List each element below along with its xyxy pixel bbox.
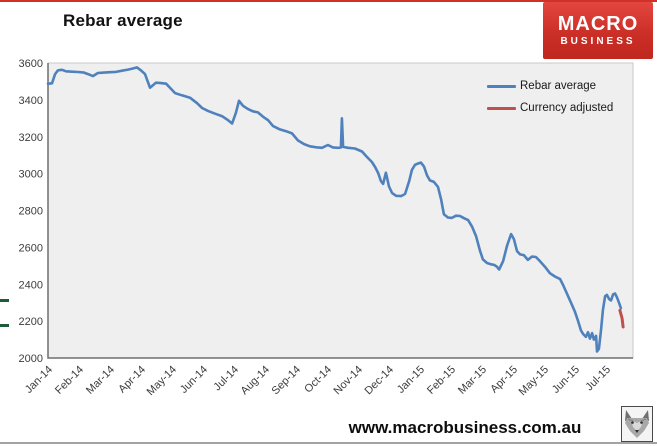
x-axis-tick-label: Jul-15: [583, 364, 613, 394]
x-axis-tick-label: Dec-14: [363, 364, 397, 398]
left-edge-green-tick-upper: [0, 299, 9, 302]
chart-legend: Rebar average Currency adjusted: [487, 80, 613, 114]
legend-entry: Currency adjusted: [487, 102, 613, 114]
axis-lines: [47, 63, 633, 359]
left-edge-green-tick-lower: [0, 324, 9, 327]
x-axis-tick-label: Feb-15: [425, 364, 458, 397]
x-axis-tick-label: Jan-15: [395, 364, 427, 396]
x-axis-tick-label: Mar-15: [456, 364, 489, 397]
x-axis-tick-label: Apr-15: [488, 364, 520, 396]
x-axis-tick-label: Feb-14: [53, 364, 86, 397]
x-axis-tick-label: May-14: [145, 364, 179, 398]
legend-label: Rebar average: [520, 80, 597, 92]
x-axis-tick-label: Aug-14: [239, 364, 273, 398]
x-axis-tick-label: Jun-14: [178, 364, 210, 396]
bottom-border-line: [0, 442, 657, 444]
website-url: www.macrobusiness.com.au: [348, 418, 582, 437]
series-rebar-average: [46, 66, 623, 353]
y-axis-tick-label: 2800: [19, 206, 43, 218]
logo-text-macro: MACRO: [557, 12, 639, 35]
legend-line-swatch: [487, 106, 516, 110]
x-axis-tick-label: Jul-14: [211, 364, 241, 394]
x-axis-tick-label: Apr-14: [116, 364, 148, 396]
legend-label: Currency adjusted: [520, 102, 614, 114]
x-axis-tick-label: Sep-14: [270, 364, 304, 398]
x-axis-tick-label: Mar-14: [84, 364, 117, 397]
x-axis-tick-label: Nov-14: [332, 364, 366, 398]
y-axis-tick-label: 3400: [19, 95, 43, 107]
y-axis-tick-label: 3200: [19, 132, 43, 144]
x-axis-tick-label: Jun-15: [550, 364, 582, 396]
legend-line-swatch: [487, 84, 516, 88]
y-axis-tick-label: 3600: [19, 58, 43, 70]
x-axis-tick-label: May-15: [517, 364, 551, 398]
legend-entry: Rebar average: [487, 80, 613, 92]
plot-area: [47, 62, 634, 359]
wolf-logo-icon: [621, 406, 653, 442]
series-currency-adjusted: [618, 308, 625, 329]
y-axis-tick-label: 2200: [19, 316, 43, 328]
logo-text-business: BUSINESS: [560, 35, 636, 47]
x-axis-tick-label: Oct-14: [302, 364, 334, 396]
x-axis-tick-label: Jan-14: [23, 364, 55, 396]
y-axis-tick-label: 3000: [19, 169, 43, 181]
y-axis-tick-label: 2400: [19, 279, 43, 291]
page-title: Rebar average: [63, 11, 183, 30]
y-axis-tick-label: 2600: [19, 242, 43, 254]
y-axis-tick-label: 2000: [19, 353, 43, 365]
top-border-line: [0, 0, 657, 2]
macrobusiness-logo: MACRO BUSINESS: [543, 2, 653, 59]
rebar-price-line-chart: 2000 2200 2400 2600 2800 3000 3200 3400 3600 Jan-…: [19, 58, 634, 398]
